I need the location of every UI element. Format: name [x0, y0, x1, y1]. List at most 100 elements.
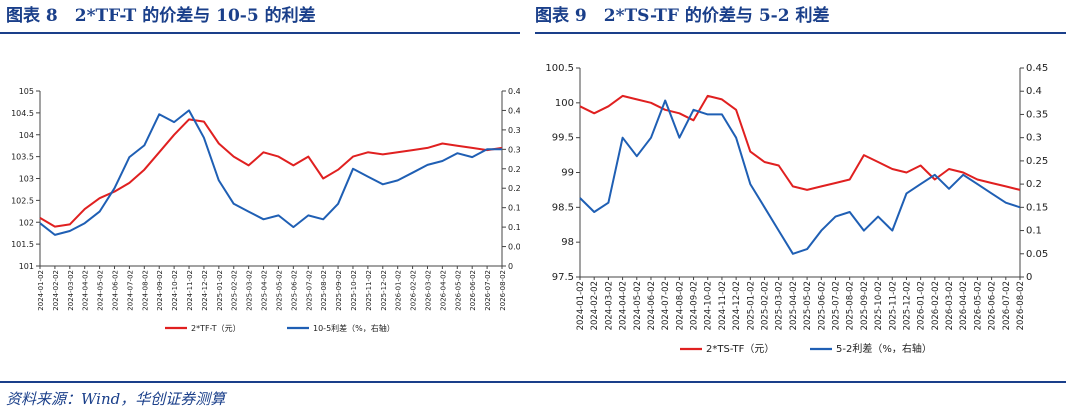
left-chart-x-tick-label: 2026-06-02: [469, 270, 477, 311]
left-chart-x-tick-label: 2024-10-02: [171, 270, 179, 311]
left-chart-x-tick-label: 2025-11-02: [365, 270, 373, 311]
right-spread-chart: 97.5 98 98.5 99 99.5 100 100.5 0 0.05 0.1 0.15 0.2 0…: [545, 63, 1048, 355]
left-chart-right-tick-label: 0.15: [508, 204, 520, 213]
right-chart-x-tick-label: 2026-04-02: [959, 281, 969, 330]
left-chart-series-line-blue: [39, 109, 502, 236]
right-chart-x-tick-label: 2024-06-02: [647, 281, 657, 330]
right-chart-x-tick-label: 2025-04-02: [789, 281, 799, 330]
right-chart-x-tick-label: 2024-05-02: [633, 281, 643, 330]
left-chart-title: 图表 8 2*TF-T 的价差与 10-5 的利差: [6, 6, 316, 26]
left-chart-right-tick-label: 0.45: [508, 87, 520, 96]
right-chart-x-tick-label: 2025-01-02: [746, 281, 756, 330]
right-chart-x-tick-label: 2025-07-02: [831, 281, 841, 330]
left-chart-right-tick-label: 0: [508, 262, 513, 271]
right-chart-x-tick-label: 2024-12-02: [732, 281, 742, 330]
right-chart-right-tick-label: 0.05: [1026, 249, 1048, 260]
right-chart-x-tick-label: 2024-09-02: [690, 281, 700, 330]
left-chart-left-tick-label: 103.5: [11, 153, 34, 162]
left-chart-x-tick-label: 2026-01-02: [395, 270, 403, 311]
right-chart-x-tick-label: 2025-09-02: [860, 281, 870, 330]
right-chart-right-tick-label: 0.15: [1026, 202, 1048, 213]
left-chart-right-tick-label: 0.3: [508, 145, 520, 154]
left-chart-x-tick-label: 2025-09-02: [335, 270, 343, 311]
left-chart-left-tick-label: 104: [19, 131, 34, 140]
left-chart-right-tick-label: 0.25: [508, 165, 520, 174]
left-chart-right-tick-label: 0.35: [508, 126, 520, 135]
left-chart-left-tick-label: 104.5: [11, 109, 34, 118]
left-chart-x-tick-label: 2024-08-02: [141, 270, 149, 311]
left-chart-x-tick-label: 2025-03-02: [246, 270, 254, 311]
left-chart-x-tick-label: 2026-03-02: [424, 270, 432, 311]
left-chart-x-tick-label: 2024-04-02: [82, 270, 90, 311]
right-chart-left-tick-label: 98: [561, 237, 574, 248]
right-title-rule: [535, 32, 1066, 34]
left-chart-x-tick-label: 2026-08-02: [499, 270, 507, 311]
right-chart-left-tick-label: 99: [561, 168, 574, 179]
left-chart-series-line-red: [39, 118, 503, 228]
left-chart-x-tick-label: 2025-02-02: [231, 270, 239, 311]
left-chart-legend-label: 10-5利差（%，右轴）: [313, 323, 395, 333]
right-chart-x-tick-label: 2026-06-02: [988, 281, 998, 330]
right-chart-x-tick-label: 2025-05-02: [803, 281, 813, 330]
right-chart-x-tick-label: 2026-08-02: [1016, 281, 1026, 330]
left-chart-right-tick-label: 0.2: [508, 184, 520, 193]
right-chart-left-tick-label: 98.5: [552, 202, 574, 213]
left-title-rule: [0, 32, 520, 34]
right-chart-right-tick-label: 0.2: [1026, 179, 1042, 190]
right-chart-series-line-red: [579, 94, 1021, 191]
source-note: 资料来源：Wind，华创证券测算: [6, 390, 226, 408]
left-spread-chart: 101 101.5 102 102.5 103 103.5 104 104.5 105 0 0.05…: [11, 87, 520, 333]
left-chart-x-tick-label: 2026-02-02: [410, 270, 418, 311]
right-chart-x-tick-label: 2024-03-02: [604, 281, 614, 330]
left-chart-x-tick-label: 2026-07-02: [484, 270, 492, 311]
left-chart-left-tick-label: 101: [19, 262, 34, 271]
right-chart-right-tick-label: 0.25: [1026, 156, 1048, 167]
right-chart-left-tick-label: 100.5: [545, 63, 574, 74]
right-chart-x-tick-label: 2026-05-02: [973, 281, 983, 330]
right-chart-x-tick-label: 2025-12-02: [902, 281, 912, 330]
right-chart-x-tick-label: 2025-08-02: [846, 281, 856, 330]
right-chart-x-tick-label: 2025-10-02: [874, 281, 884, 330]
left-chart-left-tick-label: 101.5: [11, 240, 34, 249]
right-chart-title: 图表 9 2*TS-TF 的价差与 5-2 利差: [535, 6, 830, 26]
left-chart-x-tick-label: 2024-07-02: [126, 270, 134, 311]
right-chart-right-tick-label: 0.3: [1026, 133, 1042, 144]
left-chart-x-tick-label: 2024-05-02: [97, 270, 105, 311]
right-chart-x-tick-label: 2025-11-02: [888, 281, 898, 330]
left-chart-x-tick-label: 2026-05-02: [454, 270, 462, 311]
footer-rule: [0, 381, 1066, 383]
left-chart-right-tick-label: 0.4: [508, 106, 520, 115]
right-chart-left-tick-label: 97.5: [552, 272, 574, 283]
left-chart-x-tick-label: 2026-04-02: [439, 270, 447, 311]
right-chart-x-tick-label: 2026-02-02: [931, 281, 941, 330]
right-chart-x-tick-label: 2024-04-02: [619, 281, 629, 330]
left-chart-x-tick-label: 2025-04-02: [261, 270, 269, 311]
left-chart-left-tick-label: 102: [19, 218, 34, 227]
right-chart-right-tick-label: 0.35: [1026, 109, 1048, 120]
right-chart-x-tick-label: 2024-11-02: [718, 281, 728, 330]
left-chart-x-tick-label: 2025-12-02: [380, 270, 388, 311]
right-chart-legend-label: 5-2利差（%，右轴）: [836, 342, 932, 355]
right-chart-x-tick-label: 2025-06-02: [817, 281, 827, 330]
right-chart-x-tick-label: 2024-01-02: [576, 281, 586, 330]
left-chart-right-tick-label: 0.1: [508, 223, 520, 232]
right-chart-right-tick-label: 0: [1026, 272, 1032, 283]
left-chart-x-tick-label: 2025-05-02: [275, 270, 283, 311]
left-chart-x-tick-label: 2025-06-02: [290, 270, 298, 311]
left-chart-x-tick-label: 2024-01-02: [37, 270, 45, 311]
right-chart-x-tick-label: 2024-07-02: [661, 281, 671, 330]
right-chart-series-line-blue: [579, 99, 1021, 255]
right-chart-x-tick-label: 2024-08-02: [675, 281, 685, 330]
right-chart-x-tick-label: 2025-03-02: [775, 281, 785, 330]
right-chart-right-tick-label: 0.1: [1026, 226, 1042, 237]
right-chart-legend-label: 2*TS-TF（元）: [706, 343, 774, 355]
left-chart-x-tick-label: 2025-08-02: [320, 270, 328, 311]
left-chart-left-tick-label: 102.5: [11, 196, 34, 205]
left-chart-x-tick-label: 2024-02-02: [52, 270, 60, 311]
right-chart-left-tick-label: 99.5: [552, 133, 574, 144]
left-chart-x-tick-label: 2025-01-02: [216, 270, 224, 311]
right-chart-right-tick-label: 0.45: [1026, 63, 1048, 74]
right-chart-x-tick-label: 2026-01-02: [917, 281, 927, 330]
right-chart-left-tick-label: 100: [555, 98, 574, 109]
left-chart-x-tick-label: 2024-12-02: [201, 270, 209, 311]
